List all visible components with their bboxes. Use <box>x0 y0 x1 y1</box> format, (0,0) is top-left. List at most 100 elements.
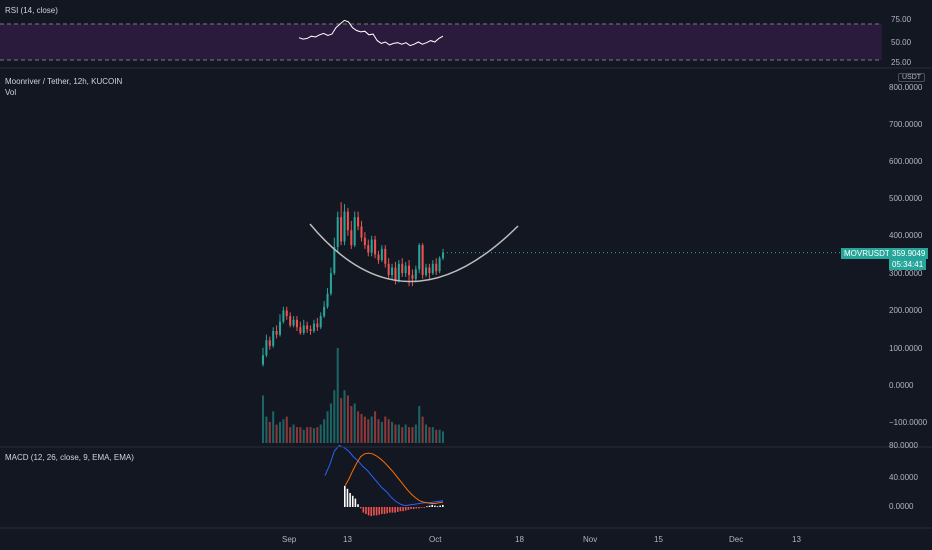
volume-bar <box>336 348 339 443</box>
price-tick: 400.0000 <box>889 231 923 240</box>
macd-histogram-bar <box>431 504 434 507</box>
candle-body <box>275 331 278 335</box>
volume-label: Vol <box>5 88 17 97</box>
volume-bar <box>343 390 346 443</box>
volume-bar <box>387 419 390 443</box>
candle-body <box>295 319 298 328</box>
candle-body <box>408 265 411 276</box>
signal-line <box>344 452 444 504</box>
price-tick: 700.0000 <box>889 120 923 129</box>
x-tick: 13 <box>792 535 801 544</box>
macd-histogram-bar <box>426 506 428 508</box>
price-tick: 300.0000 <box>889 269 923 278</box>
macd-histogram-bar <box>418 507 420 509</box>
volume-bar <box>414 424 417 443</box>
candle-body <box>418 245 421 270</box>
macd-histogram-bar <box>370 507 373 517</box>
macd-histogram-bar <box>423 507 426 508</box>
price-tick: 800.0000 <box>889 83 923 92</box>
volume-bar <box>323 419 326 443</box>
candle-body <box>435 263 438 272</box>
macd-histogram-bar <box>428 505 431 507</box>
volume-bar <box>302 429 305 443</box>
macd-histogram-bar <box>442 504 444 507</box>
chart-title: Moonriver / Tether, 12h, KUCOIN <box>5 77 123 86</box>
macd-histogram-bar <box>362 507 365 513</box>
volume-bar <box>285 416 288 443</box>
price-pane <box>261 202 882 367</box>
macd-line <box>324 444 444 507</box>
volume-bar <box>312 428 315 443</box>
price-tick: 0.0000 <box>889 381 914 390</box>
volume-bar <box>438 429 441 443</box>
macd-pane <box>324 444 444 517</box>
macd-histogram-bar <box>365 507 367 514</box>
macd-histogram-bar <box>354 498 357 507</box>
candle-body <box>333 247 336 274</box>
candle-body <box>306 325 309 330</box>
volume-bar <box>428 427 431 443</box>
candle-body <box>282 310 285 322</box>
rsi-band <box>0 24 882 60</box>
x-tick: Sep <box>282 535 297 544</box>
candle-body <box>431 263 434 274</box>
volume-bar <box>350 406 353 443</box>
macd-histogram-bar <box>375 507 378 516</box>
macd-histogram-bar <box>407 507 410 510</box>
candle-body <box>265 340 268 356</box>
currency-unit-label[interactable]: USDT <box>898 73 926 82</box>
volume-bar <box>340 398 343 443</box>
price-tick: 600.0000 <box>889 157 923 166</box>
candle-body <box>292 319 295 326</box>
candle-body <box>428 267 431 274</box>
macd-histogram-bar <box>357 504 359 507</box>
rsi-pane <box>0 19 882 61</box>
candle-body <box>360 226 363 238</box>
volume-bar <box>384 416 387 443</box>
candle-body <box>391 267 394 276</box>
candle-body <box>438 258 441 272</box>
candle-body <box>285 310 288 317</box>
macd-histogram-bar <box>404 507 407 511</box>
macd-histogram-bar <box>391 507 394 513</box>
volume-bar <box>401 427 404 443</box>
volume-bar <box>370 416 373 443</box>
candle-body <box>397 263 400 281</box>
macd-histogram-bar <box>381 507 383 514</box>
candle-body <box>261 355 265 365</box>
candle-body <box>309 329 312 332</box>
macd-histogram-bar <box>349 493 351 507</box>
volume-bar <box>268 421 271 443</box>
volume-bar <box>435 429 438 443</box>
macd-histogram-bar <box>373 507 375 516</box>
macd-histogram-bar <box>346 488 349 507</box>
candle-body <box>357 217 360 227</box>
candle-body <box>319 316 322 328</box>
candle-body <box>387 263 390 276</box>
cup-pattern-drawing[interactable] <box>309 223 519 283</box>
cup-curve <box>309 223 519 283</box>
candle-body <box>353 217 356 246</box>
volume-bar <box>367 419 370 443</box>
macd-histogram-bar <box>389 507 391 513</box>
candle-body <box>329 273 332 294</box>
volume-bar <box>326 411 329 443</box>
candle-body <box>367 245 370 253</box>
volume-bar <box>292 424 295 443</box>
macd-tick: 80.0000 <box>889 441 918 450</box>
volume-bar <box>261 395 265 443</box>
macd-histogram-bar <box>383 507 386 514</box>
volume-bar <box>289 427 292 443</box>
x-tick: Oct <box>429 535 442 544</box>
volume-bar <box>380 421 383 443</box>
macd-histogram-bar <box>420 507 423 508</box>
macd-label: MACD (12, 26, close, 9, EMA, EMA) <box>5 453 134 462</box>
bar-countdown-badge: 05:34:41 <box>889 259 927 270</box>
macd-histogram-bar <box>415 507 418 509</box>
volume-bar <box>333 390 336 443</box>
volume-bar <box>275 424 278 443</box>
volume-bar <box>363 416 366 443</box>
rsi-tick-25: 25.00 <box>891 58 912 67</box>
candle-body <box>323 306 326 317</box>
